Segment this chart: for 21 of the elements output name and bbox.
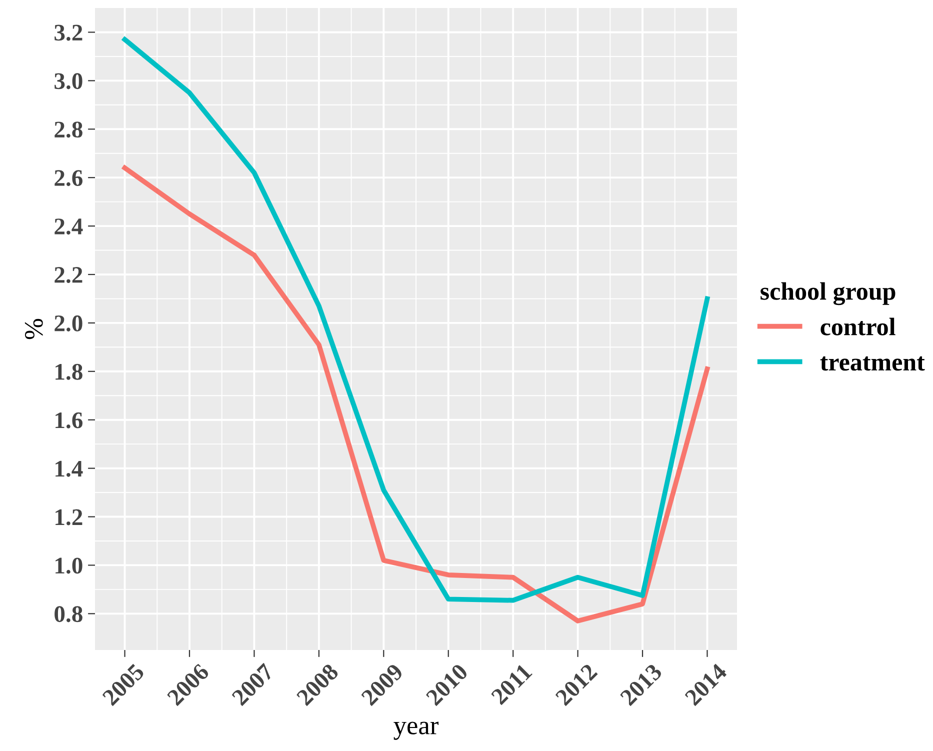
y-tick-label: 3.2 <box>54 24 82 41</box>
line-series <box>122 37 710 603</box>
x-axis-title: year <box>394 722 438 740</box>
y-tick-label: 2.0 <box>54 315 82 332</box>
y-tick-label: 2.8 <box>54 122 82 138</box>
y-tick-label: 2.4 <box>54 218 83 235</box>
y-tick-label: 3.0 <box>54 73 82 90</box>
line-series <box>122 165 710 624</box>
y-tick-label: 1.2 <box>56 509 82 526</box>
legend-title: school group <box>760 282 896 306</box>
legend-label: control <box>820 318 896 336</box>
y-tick-label: 0.8 <box>54 606 82 622</box>
y-axis-title: % <box>24 318 43 340</box>
y-tick-label: 1.0 <box>56 558 82 574</box>
x-tick-label: 2011 <box>490 663 533 706</box>
y-tick-label: 2.6 <box>54 170 83 186</box>
legend-label: treatment <box>820 356 925 371</box>
y-tick-label: 1.6 <box>56 412 83 428</box>
y-tick-label: 1.4 <box>56 460 83 477</box>
y-tick-label: 2.2 <box>54 267 82 284</box>
y-tick-label: 1.8 <box>56 364 82 380</box>
